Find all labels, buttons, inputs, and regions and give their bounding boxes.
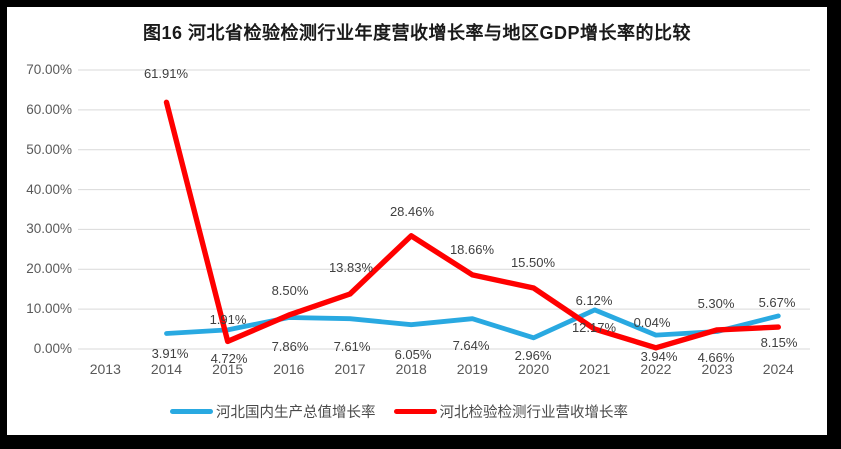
- x-axis-label: 2014: [150, 361, 183, 377]
- data-label-revenue-2023: 4.66%: [697, 350, 735, 365]
- y-axis-tick: 50.00%: [26, 141, 72, 157]
- legend-swatch-revenue-line: [393, 408, 437, 414]
- data-label-gdp-2014: 3.91%: [151, 346, 189, 361]
- legend-label-gdp: 河北国内生产总值增长率: [216, 404, 376, 421]
- data-label-gdp-2017: 7.61%: [333, 339, 371, 354]
- x-axis-label: 2018: [395, 361, 427, 377]
- y-axis-tick: 10.00%: [26, 301, 72, 317]
- x-axis-label: 2021: [579, 361, 611, 377]
- x-axis-label: 2024: [762, 361, 794, 377]
- data-label-gdp-2016: 7.86%: [271, 339, 309, 354]
- x-axis-label: 2015: [212, 361, 244, 377]
- legend-label-revenue: 河北检验检测行业营收增长率: [439, 404, 629, 421]
- data-label-revenue-2024: 8.15%: [760, 335, 798, 350]
- y-axis-tick: 70.00%: [26, 62, 72, 77]
- x-axis-label: 2019: [456, 361, 488, 377]
- data-label-revenue-2015: 1.91%: [209, 312, 247, 327]
- data-label-gdp-2015: 4.72%: [210, 351, 248, 366]
- series-line-revenue: [163, 99, 781, 351]
- legend-item-revenue: 河北检验检测行业营收增长率: [393, 401, 629, 422]
- data-label-gdp-2019: 7.64%: [452, 338, 490, 353]
- data-label-revenue-2017: 13.83%: [328, 260, 374, 275]
- y-axis-tick: 40.00%: [26, 181, 72, 197]
- data-label-revenue-2018: 28.46%: [389, 204, 435, 219]
- data-label-gdp-2023: 5.30%: [697, 296, 735, 311]
- x-axis-label: 2020: [517, 361, 550, 377]
- data-label-revenue-2016: 8.50%: [271, 283, 309, 298]
- x-axis-label: 2013: [89, 361, 121, 377]
- x-axis-label: 2023: [701, 361, 733, 377]
- data-label-gdp-2020: 2.96%: [514, 348, 552, 363]
- data-label-revenue-2020: 15.50%: [510, 255, 556, 270]
- chart-title: 图16 河北省检验检测行业年度营收增长率与地区GDP增长率的比较: [142, 23, 692, 43]
- y-axis-tick: 0.00%: [33, 341, 72, 356]
- data-label-gdp-2021: 6.12%: [575, 293, 613, 308]
- y-axis-tick: 60.00%: [26, 101, 72, 117]
- y-axis-tick: 20.00%: [26, 261, 72, 277]
- legend: 河北国内生产总值增长率 河北检验检测行业营收增长率: [170, 401, 629, 422]
- x-axis-label: 2022: [640, 361, 672, 377]
- data-label-revenue-2019: 18.66%: [449, 242, 495, 257]
- data-label-revenue-2022: 0.04%: [633, 315, 671, 330]
- x-axis-label: 2016: [273, 361, 305, 377]
- legend-swatch-gdp-line: [170, 408, 213, 414]
- data-label-gdp-2024: 5.67%: [758, 295, 796, 310]
- legend-item-gdp: 河北国内生产总值增长率: [170, 401, 376, 422]
- y-axis-tick: 30.00%: [26, 221, 72, 237]
- chart-surface: [7, 7, 827, 435]
- data-label-revenue-2021: 12.17%: [571, 320, 617, 335]
- data-label-revenue-2014: 61.91%: [143, 66, 189, 81]
- x-axis-label: 2017: [334, 361, 366, 377]
- data-label-gdp-2018: 6.05%: [394, 347, 432, 362]
- data-label-gdp-2022: 3.94%: [640, 349, 678, 364]
